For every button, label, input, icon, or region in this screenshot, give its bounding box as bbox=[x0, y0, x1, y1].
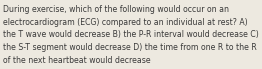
Text: electrocardiogram (ECG) compared to an individual at rest? A): electrocardiogram (ECG) compared to an i… bbox=[3, 18, 248, 27]
Text: During exercise, which of the following would occur on an: During exercise, which of the following … bbox=[3, 5, 230, 14]
Text: the T wave would decrease B) the P-R interval would decrease C): the T wave would decrease B) the P-R int… bbox=[3, 30, 259, 39]
Text: the S-T segment would decrease D) the time from one R to the R: the S-T segment would decrease D) the ti… bbox=[3, 43, 257, 52]
Text: of the next heartbeat would decrease: of the next heartbeat would decrease bbox=[3, 56, 151, 65]
